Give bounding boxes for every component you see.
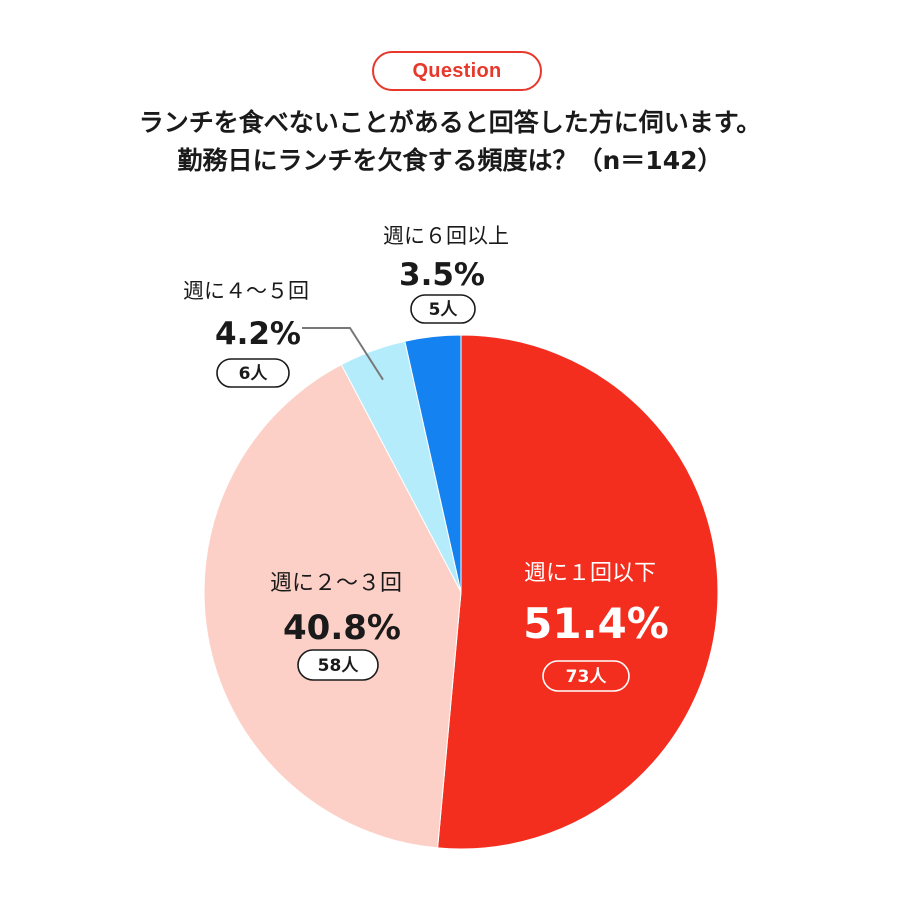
pie-slice-2 (203, 363, 462, 849)
slice-2-percent: 40.8% (283, 608, 401, 648)
slice-2-count: 58人 (318, 656, 360, 676)
pie-slice-1 (437, 334, 719, 850)
slice-1-count: 73人 (566, 667, 608, 687)
slice-4-count: 5人 (429, 300, 459, 320)
slice-3-label: 週に４〜５回 (183, 279, 309, 303)
chart-title-line-2: 勤務日にランチを欠食する頻度は？（n＝142） (177, 146, 723, 175)
slice-3-count-pill (216, 358, 290, 388)
pie-slice-4 (404, 334, 462, 593)
slice-2-count-pill (297, 649, 379, 681)
slice-2-label: 週に２〜３回 (270, 571, 402, 596)
slice-4-label: 週に６回以上 (383, 224, 509, 248)
slice-3-percent: 4.2% (215, 316, 301, 352)
slice-3-leader-line (302, 327, 384, 381)
chart-title-line-1: ランチを食べないことがあると回答した方に伺います。 (138, 108, 762, 137)
slice-3-count: 6人 (239, 364, 269, 384)
slice-4-count-pill (410, 294, 476, 324)
slice-1-percent: 51.4% (523, 599, 669, 648)
question-badge: Question (372, 51, 542, 91)
slice-4-percent: 3.5% (399, 257, 485, 293)
slice-1-label: 週に１回以下 (524, 561, 656, 586)
slice-1-count-pill (542, 660, 630, 692)
